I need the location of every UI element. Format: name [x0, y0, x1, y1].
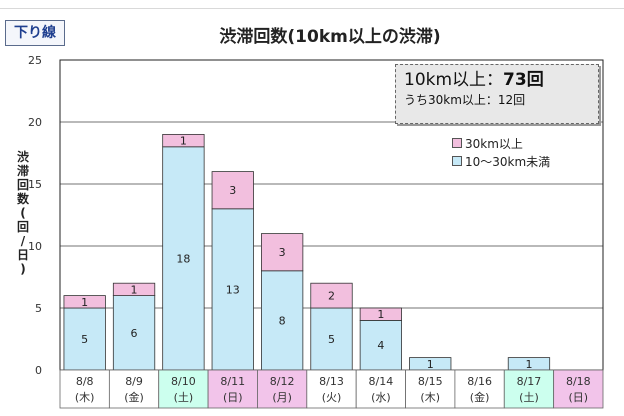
x-category-day: (金): [470, 390, 490, 404]
legend-swatch-upper: [452, 138, 462, 148]
bar-value-label-upper: 2: [328, 290, 335, 303]
x-category-date: 8/9: [125, 375, 143, 388]
y-tick-label: 25: [28, 54, 42, 67]
x-category-date: 8/12: [270, 375, 295, 388]
legend-label-upper: 30km以上: [465, 136, 523, 151]
y-axis-label: 渋滞回数(回 / 日): [16, 150, 29, 276]
bar-value-label-lower: 8: [279, 314, 286, 327]
x-category-day: (日): [223, 391, 243, 404]
bar-value-label-upper: 3: [229, 184, 236, 197]
bar-value-label-upper: 1: [180, 135, 187, 148]
x-category-day: (火): [322, 391, 342, 404]
x-category-cell: [108, 369, 160, 409]
x-category-date: 8/17: [517, 375, 542, 388]
summary-total: 10km以上：73回: [404, 69, 590, 91]
summary-sub: うち30km以上：12回: [404, 93, 526, 107]
bar-segment-upper: [162, 133, 205, 148]
y-tick-label: 20: [28, 116, 42, 129]
x-category-day: (木): [420, 391, 440, 404]
x-category-day: (月): [272, 391, 292, 404]
direction-label: 下り線: [5, 20, 65, 46]
bar-value-label-lower: 5: [328, 333, 335, 346]
bar-segment-upper: [310, 282, 353, 309]
bar-value-label-lower: 1: [427, 358, 434, 371]
bar-value-labels: 5 1 6 1 18 1 13 3 8 3 5 2 4 1 1 1: [81, 135, 532, 371]
x-category-day: (木): [75, 391, 95, 404]
y-tick-label: 15: [28, 178, 42, 191]
top-rule: [0, 8, 624, 9]
bar-value-label-lower: 13: [226, 283, 240, 296]
x-category-cell: [306, 369, 357, 409]
bar-value-label-lower: 5: [81, 333, 88, 346]
x-category-date: 8/10: [171, 375, 196, 388]
y-tick-labels: 0 5 10 15 20 25: [28, 54, 42, 377]
bar-segment-upper: [211, 171, 254, 210]
x-category-day: (土): [519, 391, 539, 404]
bar-segment-upper: [63, 295, 106, 309]
x-category-cell: [355, 369, 406, 409]
y-tick-label: 5: [35, 302, 42, 315]
x-category-cell: [207, 369, 258, 409]
summary-total-label: 10km以上：: [404, 70, 504, 90]
legend-swatch-lower: [452, 156, 462, 166]
bar-value-label-upper: 1: [377, 308, 384, 321]
bar-value-label-lower: 1: [525, 358, 532, 371]
bar-value-label-lower: 4: [377, 339, 384, 352]
x-category-date: 8/14: [369, 375, 394, 388]
summary-total-value: 73回: [503, 70, 544, 90]
x-category-date: 8/13: [319, 375, 344, 388]
bar-segment-upper: [112, 282, 156, 297]
bars: [63, 133, 551, 371]
bar-segment-lower: [261, 270, 304, 371]
x-category-labels: 8/8 (木) 8/9 (金) 8/10 (土) 8/11 (日) 8/12 (月) 8/13 (火)…: [59, 369, 604, 409]
bar-segment-lower: [162, 146, 205, 371]
y-tick-label: 10: [28, 240, 42, 253]
x-category-day: (土): [174, 391, 194, 404]
bar-value-label-upper: 1: [81, 296, 88, 309]
x-category-cell: [257, 369, 308, 409]
x-category-date: 8/11: [220, 375, 245, 388]
bar-value-label-upper: 1: [131, 283, 138, 296]
bar-segment-lower: [211, 208, 254, 371]
x-category-day: (金): [124, 390, 144, 404]
x-category-date: 8/8: [76, 375, 94, 388]
bar-value-label-upper: 3: [279, 246, 286, 259]
bar-value-label-lower: 18: [176, 252, 190, 265]
x-category-date: 8/15: [418, 375, 443, 388]
x-category-date: 8/18: [566, 375, 591, 388]
bar-segment-upper: [261, 233, 304, 272]
bar-value-label-lower: 6: [131, 327, 138, 340]
bar-segment-upper: [359, 307, 402, 321]
legend-label-lower: 10～30km未満: [465, 154, 551, 169]
x-category-cell: [158, 369, 209, 409]
x-category-cell: [553, 369, 604, 409]
chart-title: 渋滞回数(10km以上の渋滞): [219, 27, 441, 47]
x-category-cell: [405, 369, 456, 409]
legend: 30km以上 10～30km未満: [452, 134, 550, 170]
x-category-day: (水): [371, 391, 391, 404]
legend-item-upper: 30km以上: [452, 134, 550, 152]
x-category-date: 8/16: [467, 375, 492, 388]
y-tick-label: 0: [35, 364, 42, 377]
x-category-cell: [503, 369, 555, 409]
summary-box: 10km以上：73回 うち30km以上：12回: [395, 64, 599, 124]
x-category-day: (日): [569, 391, 589, 404]
x-category-cell: [59, 369, 110, 409]
legend-item-lower: 10～30km未満: [452, 152, 550, 170]
